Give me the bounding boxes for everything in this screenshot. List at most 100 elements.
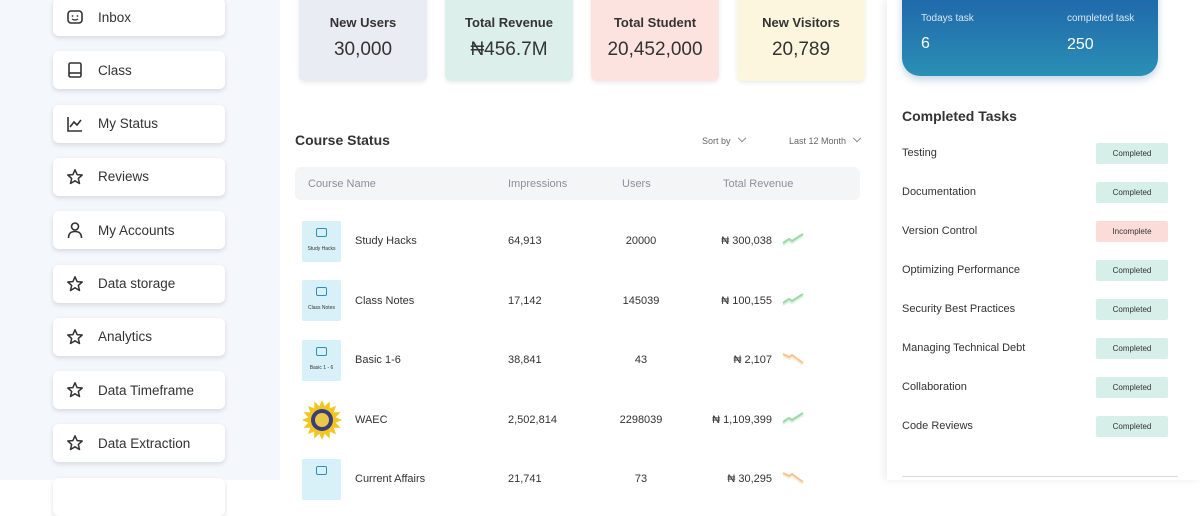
users: 145039 bbox=[622, 294, 660, 307]
course-logo bbox=[302, 399, 342, 440]
menu-label: Reviews bbox=[98, 169, 150, 185]
menu-label: Data Extraction bbox=[98, 435, 191, 451]
status-badge: Completed bbox=[1096, 376, 1168, 398]
task-row: Code Reviews Completed bbox=[902, 407, 1168, 446]
task-name: Collaboration bbox=[902, 381, 967, 393]
menu-item[interactable]: Reviews bbox=[53, 157, 225, 196]
menu-icon bbox=[67, 275, 83, 291]
course-name: Class Notes bbox=[355, 294, 415, 307]
menu-icon bbox=[67, 168, 83, 185]
revenue: ₦ 100,155 bbox=[721, 294, 772, 307]
menu-label: My Status bbox=[98, 116, 159, 132]
task-name: Optimizing Performance bbox=[902, 264, 1020, 276]
course-name: Basic 1-6 bbox=[355, 354, 401, 366]
task-row: Optimizing Performance Completed bbox=[902, 251, 1168, 290]
dropdown[interactable]: Last 12 Month bbox=[789, 133, 862, 146]
task-name: Version Control bbox=[902, 225, 978, 237]
menu-item[interactable]: Data Extraction bbox=[53, 424, 225, 463]
course-icon-label: Class Notes bbox=[308, 305, 335, 311]
menu-label: My Accounts bbox=[98, 222, 175, 238]
column-header: Total Revenue bbox=[723, 178, 794, 190]
status-badge: Completed bbox=[1096, 181, 1168, 203]
divider bbox=[902, 476, 1178, 477]
menu-icon bbox=[68, 62, 82, 79]
dropdown-caret bbox=[737, 133, 746, 143]
stat-label: Total Student bbox=[613, 15, 697, 30]
menu-item[interactable]: Inbox bbox=[53, 0, 225, 36]
sidebar: Inbox Class My Status Reviews My Accounts Dat… bbox=[0, 0, 280, 516]
users: 73 bbox=[634, 473, 648, 485]
menu-label: Data storage bbox=[98, 276, 176, 291]
section-title: Course Status bbox=[295, 132, 390, 148]
status-badge: Incomplete bbox=[1096, 220, 1168, 242]
menu-item[interactable]: Class bbox=[53, 51, 225, 90]
trend-sparkline bbox=[782, 233, 804, 246]
task-row: Collaboration Completed bbox=[902, 368, 1168, 407]
users: 43 bbox=[634, 354, 648, 366]
menu-item[interactable]: Data Timeframe bbox=[53, 371, 225, 410]
impressions: 17,142 bbox=[508, 294, 542, 307]
stat-card: New Visitors 20,789 bbox=[737, 0, 865, 81]
menu-label: Analytics bbox=[98, 329, 153, 345]
stat-card: Total Student 20,452,000 bbox=[591, 0, 719, 81]
menu-item[interactable]: Data storage bbox=[53, 264, 225, 303]
menu-item[interactable]: My Accounts bbox=[53, 211, 225, 250]
stat-label: Total Revenue bbox=[465, 15, 553, 30]
impressions: 2,502,814 bbox=[508, 413, 557, 426]
stat-value: 20,452,000 bbox=[607, 39, 703, 60]
impressions: 64,913 bbox=[508, 235, 542, 247]
task-name: Documentation bbox=[902, 186, 976, 198]
task-list: Testing Completed Documentation Completed Ve… bbox=[902, 134, 1168, 446]
task-name: Testing bbox=[902, 147, 937, 159]
dropdown[interactable]: Sort by bbox=[702, 133, 746, 146]
task-name: Security Best Practices bbox=[902, 303, 1016, 315]
menu-item[interactable]: My Status bbox=[53, 104, 225, 143]
section-title: Completed Tasks bbox=[902, 108, 1017, 124]
status-badge: Completed bbox=[1096, 337, 1168, 359]
course-icon: Study Hacks bbox=[302, 220, 341, 262]
task-row: Security Best Practices Completed bbox=[902, 290, 1168, 329]
course-icon: Class Notes bbox=[302, 280, 341, 321]
menu-item[interactable] bbox=[53, 477, 225, 516]
stat-value: 20,789 bbox=[771, 39, 831, 60]
dropdown-caret bbox=[852, 133, 862, 143]
menu-icon bbox=[67, 10, 83, 24]
stat-label: New Users bbox=[329, 15, 397, 30]
course-icon bbox=[302, 458, 341, 500]
status-badge: Completed bbox=[1096, 259, 1168, 281]
task-row: Managing Technical Debt Completed bbox=[902, 329, 1168, 368]
trend-sparkline bbox=[782, 411, 804, 425]
stat-card: New Users 30,000 bbox=[299, 0, 427, 81]
course-icon-glyph bbox=[316, 287, 327, 296]
revenue: ₦ 30,295 bbox=[727, 473, 772, 485]
course-icon-label: Basic 1 - 6 bbox=[309, 364, 334, 371]
status-badge: Completed bbox=[1096, 298, 1168, 320]
revenue: ₦ 2,107 bbox=[733, 354, 772, 366]
menu-item[interactable]: Analytics bbox=[53, 317, 225, 356]
course-name: WAEC bbox=[355, 413, 388, 426]
summary-value: 250 bbox=[1067, 36, 1094, 53]
revenue: ₦ 300,038 bbox=[721, 235, 772, 247]
impressions: 38,841 bbox=[508, 354, 542, 366]
stat-card: Total Revenue ₦456.7M bbox=[445, 0, 573, 81]
column-header: Impressions bbox=[508, 178, 568, 190]
menu-icon bbox=[67, 328, 83, 345]
summary-value: 6 bbox=[921, 35, 930, 52]
course-icon-glyph bbox=[316, 227, 327, 237]
menu-label: Data Timeframe bbox=[98, 382, 195, 398]
revenue: ₦ 1,109,399 bbox=[712, 413, 772, 426]
trend-sparkline bbox=[782, 292, 804, 306]
users: 20000 bbox=[625, 235, 657, 247]
dropdown-label: Last 12 Month bbox=[789, 136, 847, 146]
task-row: Testing Completed bbox=[902, 134, 1168, 173]
task-name: Code Reviews bbox=[902, 420, 973, 432]
course-icon-glyph bbox=[316, 346, 327, 356]
dropdown-label: Sort by bbox=[702, 136, 731, 146]
course-icon: Basic 1 - 6 bbox=[302, 339, 341, 381]
users: 2298039 bbox=[619, 413, 663, 426]
task-name: Managing Technical Debt bbox=[902, 342, 1026, 354]
course-icon-label: Study Hacks bbox=[307, 245, 336, 252]
task-row: Version Control Incomplete bbox=[902, 212, 1168, 251]
task-row: Documentation Completed bbox=[902, 173, 1168, 212]
